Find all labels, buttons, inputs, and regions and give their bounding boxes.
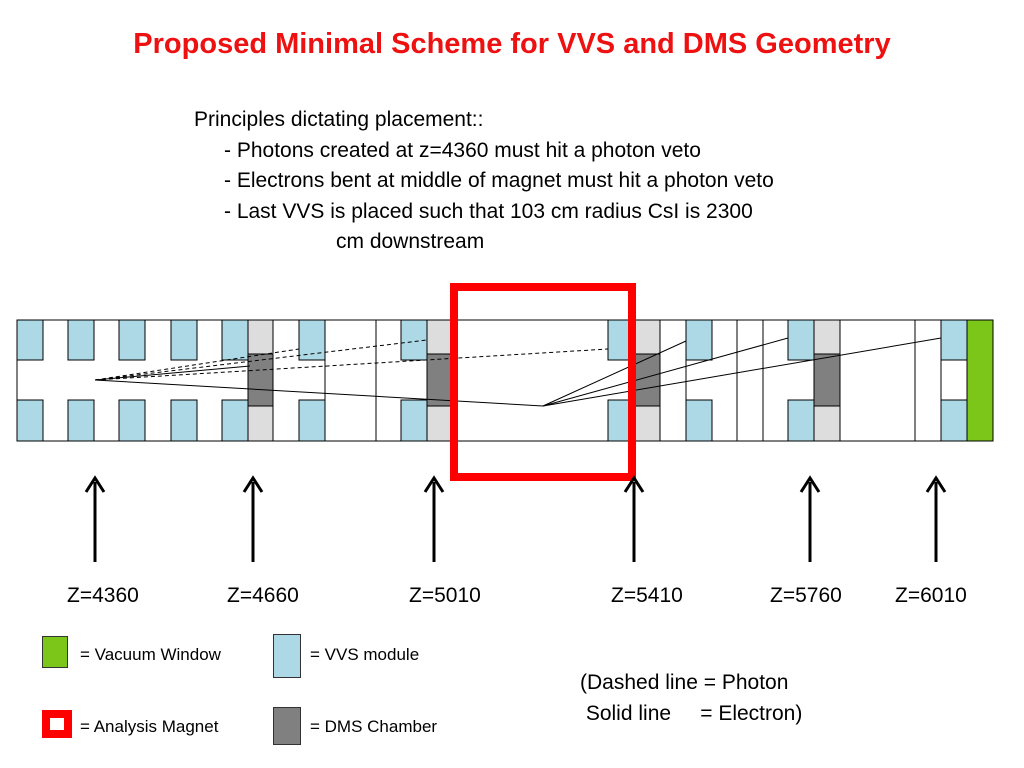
vvs-module: [787, 319, 815, 361]
legend-analysis-magnet-label: = Analysis Magnet: [80, 717, 219, 736]
arrow-up-icon: [84, 475, 106, 562]
z-label: Z=5410: [611, 584, 683, 607]
z-label: Z=5010: [409, 584, 481, 607]
vvs-module: [67, 319, 95, 361]
vvs-module: [118, 399, 146, 442]
vvs-module: [298, 319, 326, 361]
principle-item: - Electrons bent at middle of magnet mus…: [224, 169, 774, 192]
page-title: Proposed Minimal Scheme for VVS and DMS …: [133, 28, 891, 60]
vvs-module: [940, 319, 968, 361]
z-label: Z=4660: [227, 584, 299, 607]
z-label: Z=5760: [770, 584, 842, 607]
principle-item: - Last VVS is placed such that 103 cm ra…: [224, 199, 753, 223]
arrow-up-icon: [623, 475, 645, 562]
principle-continuation: cm downstream: [336, 230, 485, 253]
legend-vacuum-window-label: = Vacuum Window: [80, 645, 221, 664]
dms-chamber-swatch: [273, 707, 301, 745]
vvs-module: [298, 399, 326, 442]
principles-text: Principles dictating placement:: - Photo…: [194, 105, 774, 258]
z-arrows: [84, 475, 947, 562]
legend-vvs-module-label: = VVS module: [310, 645, 420, 664]
electron-tracks: [94, 337, 942, 407]
photon-tracks: [94, 339, 609, 381]
vacuum-window-swatch: [42, 636, 68, 668]
z-label: Z=4360: [67, 584, 139, 607]
vvs-module: [221, 399, 249, 442]
arrow-up-icon: [242, 475, 264, 562]
vvs-module: [400, 399, 428, 442]
beamline-diagram: [16, 283, 994, 562]
vvs-module: [118, 319, 146, 361]
vvs-module: [940, 399, 968, 442]
vvs-module: [16, 399, 44, 442]
principles-heading: Principles dictating placement::: [194, 108, 484, 131]
analysis-magnet: [450, 283, 636, 481]
vvs-module: [685, 399, 713, 442]
vvs-module: [221, 319, 249, 361]
dms-chamber: [813, 319, 841, 442]
vacuum-window: [966, 319, 994, 442]
track-legend-note-line1: (Dashed line = Photon: [580, 671, 789, 694]
arrow-up-icon: [799, 475, 821, 562]
dms-chamber: [247, 319, 274, 442]
vvs-module: [685, 319, 713, 361]
z-label: Z=6010: [895, 584, 967, 607]
dms-chamber: [633, 319, 661, 442]
legend-dms-chamber-label: = DMS Chamber: [310, 717, 438, 736]
dms-chambers: [247, 319, 841, 442]
vvs-module: [16, 319, 44, 361]
principle-item: - Photons created at z=4360 must hit a p…: [224, 138, 701, 162]
track-legend-note-line2: Solid line = Electron): [580, 702, 803, 725]
vvs-modules: [16, 319, 968, 442]
vvs-module: [170, 399, 198, 442]
vvs-module-swatch: [273, 634, 301, 678]
arrow-up-icon: [423, 475, 445, 562]
vvs-module: [787, 399, 815, 442]
vvs-module: [67, 399, 95, 442]
vvs-module: [170, 319, 198, 361]
dms-chamber: [426, 319, 454, 442]
vvs-module: [400, 319, 428, 361]
arrow-up-icon: [925, 475, 947, 562]
analysis-magnet-swatch: [42, 710, 72, 738]
